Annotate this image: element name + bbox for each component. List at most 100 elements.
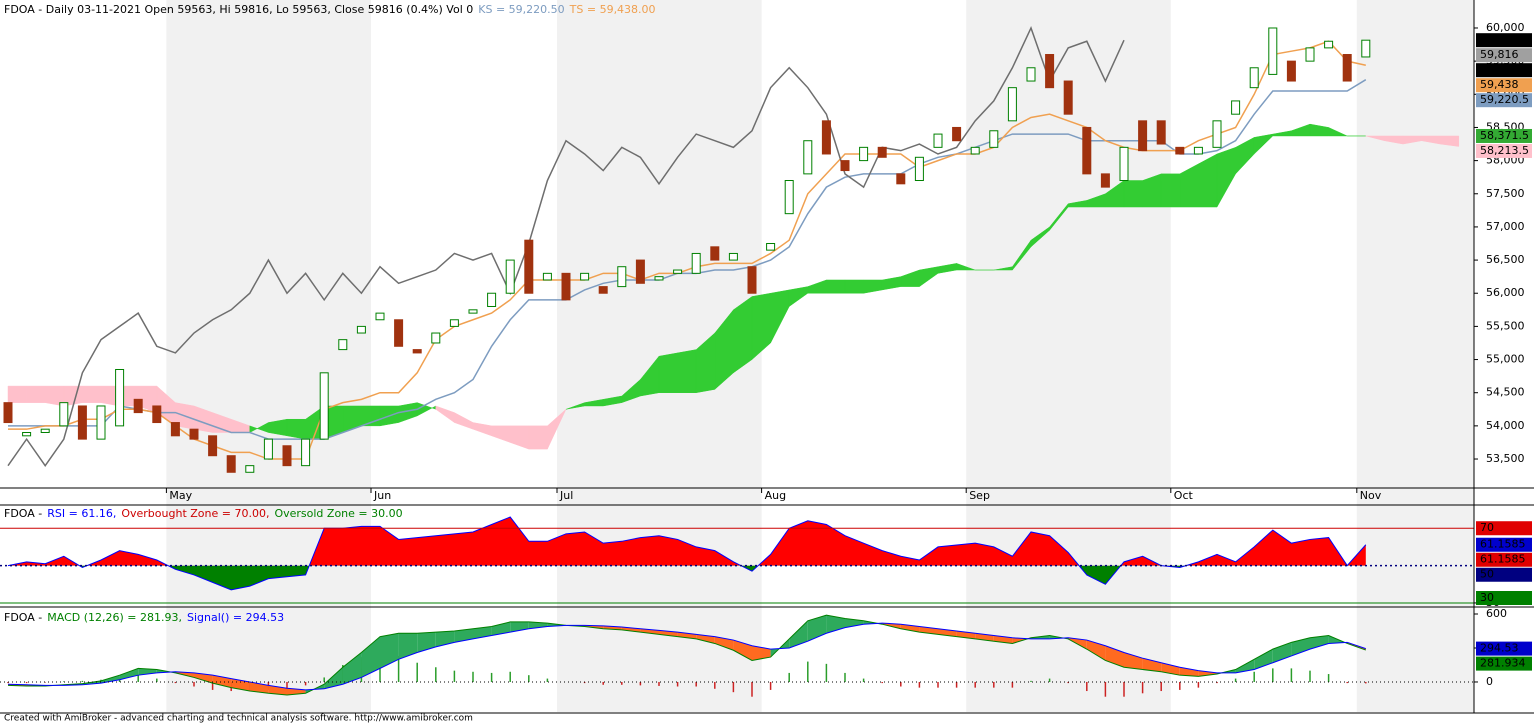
value-tag-label: 59,816: [1480, 48, 1519, 61]
value-tag: [1476, 641, 1532, 656]
value-tag: [1476, 521, 1532, 536]
macd-fill: [733, 640, 752, 661]
candle-body: [635, 259, 645, 284]
macd-fill: [1124, 652, 1143, 670]
x-tick-label: Aug: [765, 489, 786, 502]
cloud: [454, 412, 474, 430]
y-tick-label: 54,500: [1486, 386, 1525, 399]
x-tick-label: Jul: [559, 489, 573, 502]
candle-body: [1249, 67, 1259, 89]
cloud: [788, 286, 809, 307]
value-tag-label: 58,213.5: [1480, 144, 1529, 157]
macd-fill: [119, 668, 139, 680]
value-tag: [1476, 656, 1532, 671]
candle-body: [96, 405, 106, 440]
macd-fill: [138, 668, 157, 676]
candle-body: [338, 339, 348, 351]
candle-body: [1063, 80, 1073, 115]
x-tick-label: May: [169, 489, 192, 502]
macd-fill: [510, 621, 529, 633]
macd-line: [7, 614, 1366, 696]
macd-fill: [231, 678, 250, 692]
cloud: [826, 279, 846, 294]
macd-fill: [342, 652, 362, 685]
candle-body: [747, 266, 757, 294]
y-tick-label: 53,500: [1486, 452, 1525, 465]
cloud: [1198, 153, 1218, 208]
footer: Created with AmiBroker - advanced charti…: [4, 714, 473, 723]
candle-body: [691, 252, 701, 274]
candle-body: [914, 156, 924, 182]
candle-body: [1175, 146, 1185, 155]
cloud: [956, 263, 976, 271]
month-shade: [166, 0, 371, 712]
candle-body: [877, 146, 887, 158]
rsi-line: [7, 516, 1367, 591]
candle-body: [226, 455, 236, 473]
candle-body: [524, 239, 534, 294]
x-tick-label: Oct: [1174, 489, 1194, 502]
panel-header: FDOA - MACD (12,26) = 281.93, Signal() = 2…: [4, 611, 284, 624]
candle-body: [542, 272, 552, 281]
candle-body: [1138, 120, 1148, 152]
value-tag: [1476, 552, 1532, 567]
cloud: [658, 352, 678, 393]
cloud: [881, 276, 902, 291]
value-tag: [1476, 128, 1532, 143]
macd-fill: [528, 621, 548, 629]
candle-body: [189, 428, 199, 440]
value-tag: [1476, 33, 1532, 48]
macd-fill: [621, 627, 641, 633]
header-part: Overbought Zone = 70.00,: [121, 507, 269, 520]
x-tick-label: Nov: [1360, 489, 1382, 502]
cloud: [677, 349, 697, 393]
candle-body: [1305, 47, 1315, 62]
candle-body: [1342, 54, 1352, 82]
header-part: KS = 59,220.50: [478, 3, 564, 16]
candle-body: [152, 405, 162, 424]
candle-body: [170, 422, 180, 437]
cloud: [900, 269, 920, 287]
candle-body: [22, 431, 32, 437]
candle-body: [580, 272, 590, 281]
candle-body: [1082, 126, 1092, 175]
macd-fill: [1310, 635, 1329, 650]
cloud: [1123, 180, 1143, 208]
candle-body: [1361, 39, 1371, 58]
cloud: [435, 405, 455, 424]
cloud: [863, 279, 883, 294]
candle-body: [710, 246, 720, 261]
candle-body: [1026, 67, 1036, 82]
candle-body: [468, 309, 478, 314]
y-tick-label: 57,000: [1486, 220, 1525, 233]
candle-body: [375, 312, 385, 321]
value-tag: [1476, 591, 1532, 605]
value-tag-label: 59,816: [1480, 63, 1519, 76]
cloud: [1272, 130, 1292, 137]
candle-body: [282, 445, 292, 467]
header-part: FDOA -: [4, 611, 42, 624]
value-tag: [1476, 78, 1532, 93]
cloud: [937, 263, 957, 274]
candle-body: [1324, 40, 1334, 49]
value-tag-label: 61.1585: [1480, 538, 1526, 551]
macd-fill: [845, 618, 864, 628]
macd-fill: [1291, 637, 1310, 656]
candle-body: [505, 259, 515, 294]
header-part: TS = 59,438.00: [569, 3, 656, 16]
value-tag: [1476, 63, 1532, 78]
cloud: [7, 385, 27, 403]
cloud: [770, 289, 790, 344]
candle-body: [859, 146, 869, 162]
macd-fill: [696, 634, 715, 644]
candle-body: [301, 438, 311, 467]
candle-body: [1156, 120, 1166, 145]
cloud: [1291, 123, 1311, 137]
candle-body: [952, 126, 962, 142]
macd-fill: [380, 633, 399, 669]
header-part: MACD (12,26) = 281.93,: [47, 611, 182, 624]
cloud: [1160, 173, 1181, 208]
value-tag-label: 61.1585: [1480, 553, 1526, 566]
cloud: [733, 296, 753, 374]
cloud: [1216, 146, 1236, 208]
